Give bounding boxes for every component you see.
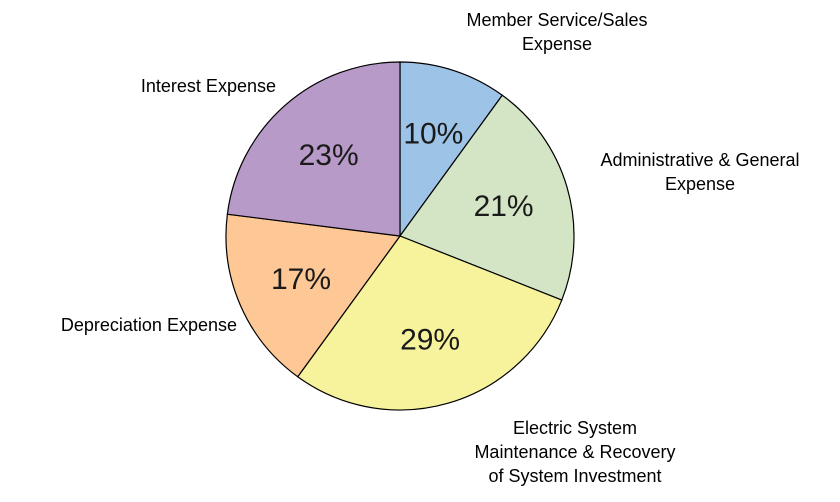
percent-label-2: 21% [474, 190, 534, 223]
pie-slice-5 [226, 61, 401, 237]
category-label-line: Maintenance & Recovery [474, 442, 675, 462]
category-label-5: Interest Expense [141, 76, 276, 96]
pie-slice-1 [399, 61, 504, 238]
category-label-line: Electric System [513, 418, 637, 438]
percent-label-1: 10% [403, 117, 463, 150]
category-label-2: Administrative & General Expense [600, 150, 799, 194]
pie-slice-3 [296, 235, 563, 411]
category-label-line: Interest Expense [141, 76, 276, 96]
category-label-line: of System Investment [488, 466, 661, 486]
percent-label-3: 29% [400, 324, 460, 357]
pie-slice-4 [225, 213, 402, 378]
pie-slice-2 [399, 94, 575, 301]
category-label-line: Depreciation Expense [61, 315, 237, 335]
category-label-line: Expense [665, 174, 735, 194]
category-label-line: Administrative & General [600, 150, 799, 170]
category-label-4: Depreciation Expense [61, 315, 237, 335]
category-label-line: Member Service/Sales [466, 10, 647, 30]
pie-slices [225, 61, 575, 411]
percent-label-4: 17% [271, 263, 331, 296]
category-label-line: Expense [522, 34, 592, 54]
category-label-3: Electric System Maintenance & Recovery of … [474, 418, 675, 486]
percent-label-5: 23% [299, 139, 359, 172]
category-labels: Member Service/Sales ExpenseAdministrativ… [61, 10, 800, 486]
percent-labels: 10% 21% 29% 17% 23% [271, 117, 534, 356]
category-label-1: Member Service/Sales Expense [466, 10, 647, 54]
